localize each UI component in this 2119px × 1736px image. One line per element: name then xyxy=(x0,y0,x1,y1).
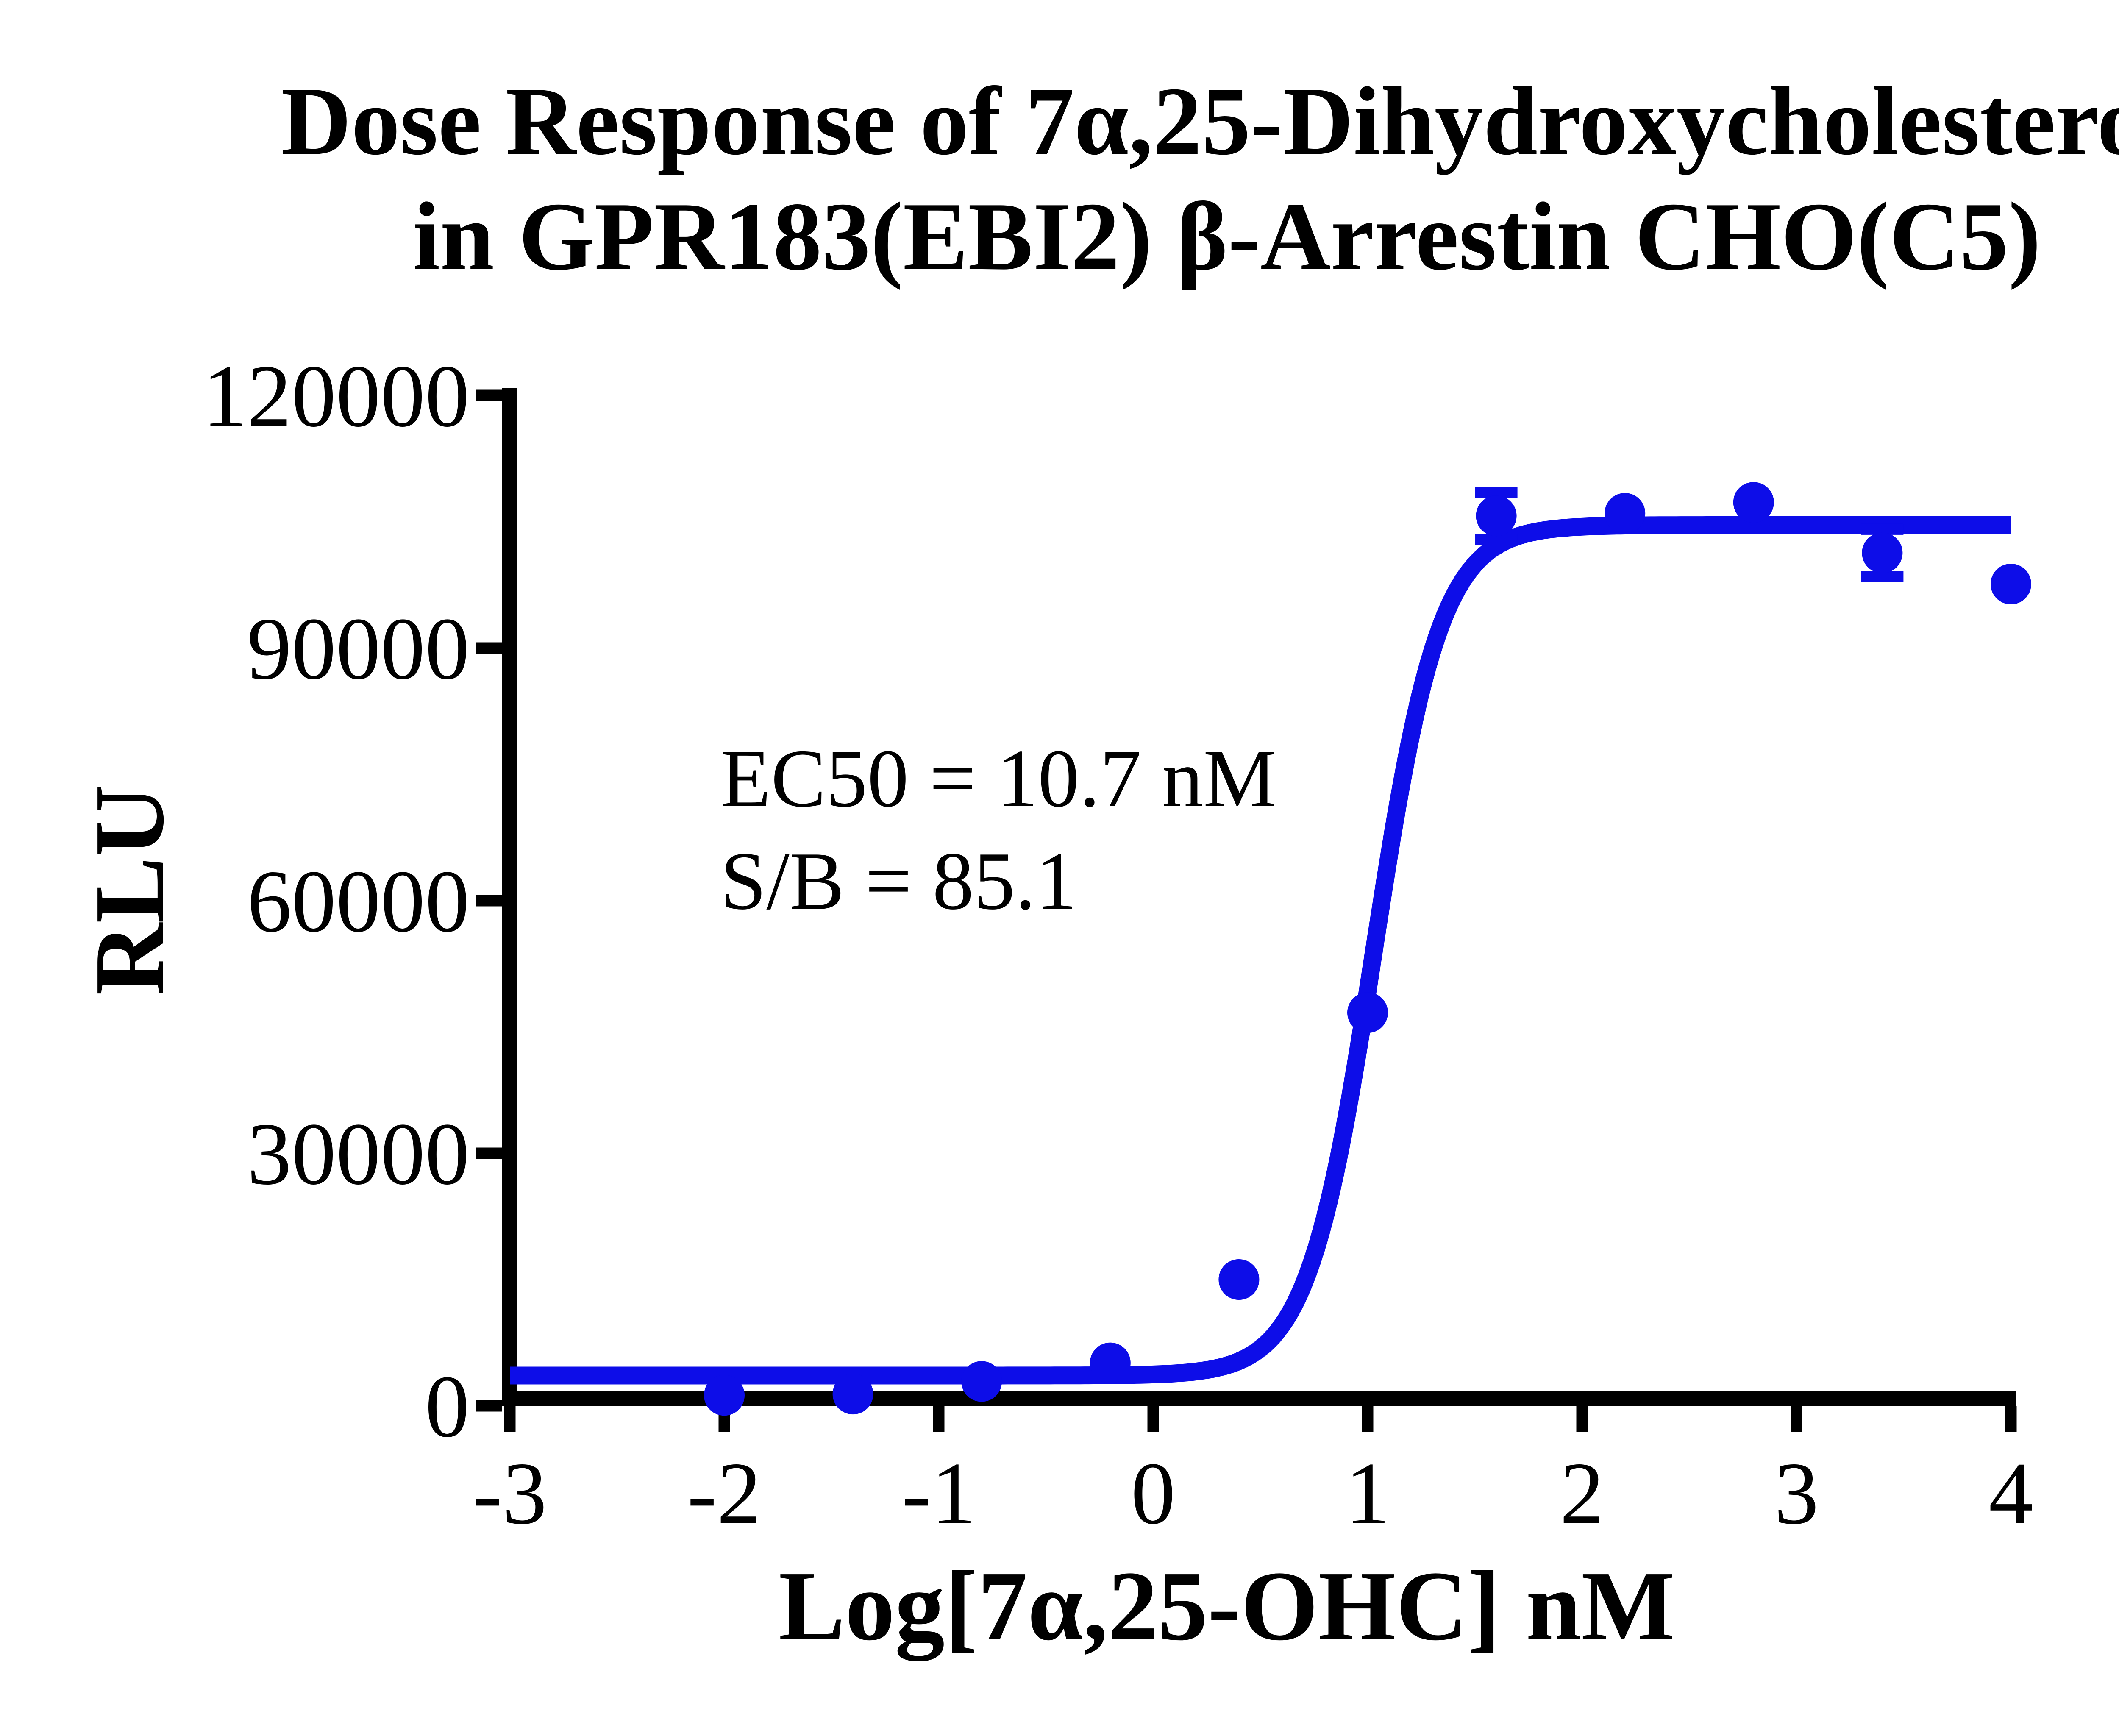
y-tick xyxy=(476,1400,502,1412)
x-tick xyxy=(1147,1406,1159,1432)
x-tick-label: 1 xyxy=(1346,1444,1390,1543)
x-tick xyxy=(1576,1406,1588,1432)
y-tick-label: 0 xyxy=(425,1358,470,1456)
x-tick-label: 2 xyxy=(1560,1444,1605,1543)
data-point-marker xyxy=(1862,532,1903,573)
y-tick xyxy=(476,895,502,907)
y-tick-label: 90000 xyxy=(247,600,470,698)
x-tick xyxy=(504,1406,516,1432)
data-point-marker xyxy=(1347,992,1388,1033)
x-tick-label: 4 xyxy=(1989,1444,2033,1543)
data-point-marker xyxy=(961,1361,1002,1402)
chart-title-line1: Dose Response of 7α,25-Dihydroxycholeste… xyxy=(281,67,2119,175)
data-point-marker xyxy=(1991,564,2031,605)
x-tick-label: 0 xyxy=(1131,1444,1176,1543)
x-tick xyxy=(2005,1406,2017,1432)
data-point-marker xyxy=(1605,493,1646,534)
y-tick xyxy=(476,389,502,401)
x-tick xyxy=(1362,1406,1374,1432)
signal-to-background-value: S/B = 85.1 xyxy=(720,835,1077,927)
y-tick xyxy=(476,1147,502,1159)
x-tick xyxy=(933,1406,945,1432)
y-tick-label: 120000 xyxy=(203,347,470,445)
ec50-value: EC50 = 10.7 nM xyxy=(720,733,1277,824)
chart-title: Dose Response of 7α,25-Dihydroxycholeste… xyxy=(166,64,2119,294)
fit-annotation: EC50 = 10.7 nM S/B = 85.1 xyxy=(720,727,1277,932)
x-tick-label: -1 xyxy=(902,1444,976,1543)
x-tick-label: -2 xyxy=(687,1444,762,1543)
data-point-marker xyxy=(1090,1342,1131,1383)
y-axis-line xyxy=(502,388,517,1406)
data-point-marker xyxy=(1476,495,1517,537)
data-point-marker xyxy=(1733,482,1774,523)
x-tick xyxy=(1791,1406,1802,1432)
data-point-marker xyxy=(832,1374,873,1415)
x-tick-label: -3 xyxy=(473,1444,547,1543)
y-tick xyxy=(476,642,502,654)
chart-title-line2: in GPR183(EBI2) β-Arrestin CHO(C5) xyxy=(413,182,2041,290)
data-point-marker xyxy=(1218,1259,1260,1300)
y-tick-label: 30000 xyxy=(247,1105,470,1203)
fit-curve xyxy=(505,516,2016,1385)
x-axis-line xyxy=(502,1391,2016,1406)
data-point-marker xyxy=(704,1375,745,1416)
x-axis-label: Log[7α,25-OHC] nM xyxy=(779,1551,1675,1661)
y-tick-label: 60000 xyxy=(247,852,470,951)
x-tick-label: 3 xyxy=(1774,1444,1819,1543)
